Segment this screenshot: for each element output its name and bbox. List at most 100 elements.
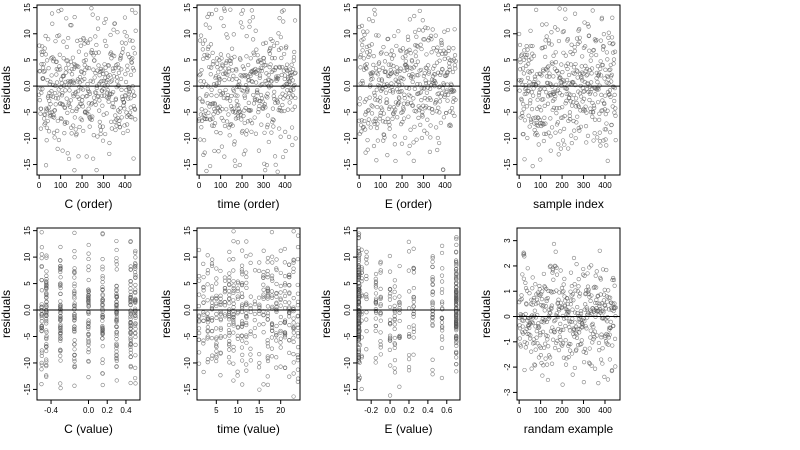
data-point bbox=[44, 255, 49, 260]
y-tick-label: 10 bbox=[503, 29, 512, 38]
data-point bbox=[270, 325, 275, 331]
data-point bbox=[547, 315, 552, 320]
data-point bbox=[532, 127, 537, 133]
data-point bbox=[259, 60, 264, 65]
data-point bbox=[592, 131, 597, 136]
data-point bbox=[373, 328, 378, 333]
data-point bbox=[518, 344, 523, 349]
data-point bbox=[201, 138, 207, 143]
data-point bbox=[268, 62, 273, 67]
data-point bbox=[283, 129, 288, 134]
data-point bbox=[375, 104, 380, 110]
data-point bbox=[523, 280, 528, 286]
data-point bbox=[243, 148, 248, 153]
data-point bbox=[243, 83, 249, 88]
data-point bbox=[103, 16, 108, 22]
data-point bbox=[544, 319, 549, 324]
data-point bbox=[277, 65, 283, 70]
data-point bbox=[540, 373, 545, 378]
data-point bbox=[557, 105, 562, 111]
data-point bbox=[612, 98, 617, 104]
y-axis-label: residuals bbox=[0, 66, 13, 114]
data-point bbox=[593, 273, 598, 278]
data-point bbox=[599, 332, 604, 337]
data-point bbox=[364, 292, 369, 297]
data-point bbox=[128, 330, 133, 336]
data-point bbox=[261, 309, 266, 314]
data-point bbox=[200, 99, 205, 105]
data-point bbox=[437, 140, 442, 146]
data-point bbox=[291, 260, 296, 265]
data-point bbox=[363, 65, 368, 70]
data-point bbox=[91, 133, 96, 138]
data-point bbox=[606, 335, 611, 340]
data-point bbox=[48, 79, 53, 84]
data-point bbox=[430, 27, 435, 32]
data-point bbox=[382, 59, 388, 64]
data-point bbox=[252, 302, 258, 307]
data-point bbox=[372, 12, 378, 17]
data-point bbox=[231, 239, 236, 244]
data-point bbox=[72, 356, 77, 362]
data-point bbox=[128, 354, 133, 359]
data-point bbox=[91, 67, 96, 72]
data-point bbox=[537, 293, 543, 298]
data-point bbox=[373, 276, 378, 282]
data-point bbox=[392, 308, 397, 313]
data-point bbox=[373, 323, 379, 329]
data-point bbox=[204, 168, 209, 174]
data-point bbox=[381, 132, 387, 138]
data-point bbox=[370, 18, 376, 24]
data-point bbox=[398, 66, 403, 71]
data-point bbox=[39, 230, 44, 235]
data-point bbox=[603, 112, 608, 117]
data-point bbox=[70, 108, 75, 114]
data-point bbox=[81, 59, 86, 64]
data-point bbox=[442, 29, 447, 34]
data-point bbox=[274, 281, 279, 287]
data-point bbox=[454, 318, 459, 323]
data-point bbox=[112, 65, 118, 71]
data-point bbox=[122, 106, 127, 111]
data-point bbox=[551, 241, 557, 247]
data-point bbox=[420, 18, 425, 23]
data-point bbox=[86, 333, 91, 338]
data-point bbox=[224, 107, 229, 112]
data-point bbox=[128, 294, 133, 300]
data-point bbox=[81, 71, 87, 76]
data-point bbox=[128, 363, 133, 369]
data-point bbox=[106, 63, 111, 68]
data-point bbox=[98, 128, 103, 133]
data-point bbox=[391, 112, 396, 117]
data-point bbox=[546, 41, 552, 46]
data-point bbox=[94, 42, 99, 48]
data-point bbox=[563, 53, 568, 58]
data-point bbox=[110, 100, 115, 106]
data-point bbox=[378, 259, 383, 264]
data-point bbox=[227, 282, 232, 288]
data-point bbox=[38, 106, 44, 111]
data-point bbox=[597, 117, 602, 122]
data-point bbox=[249, 79, 254, 84]
data-point bbox=[539, 73, 544, 78]
plot-frame bbox=[516, 227, 621, 401]
data-point bbox=[610, 104, 615, 109]
data-point bbox=[295, 244, 301, 250]
data-point bbox=[403, 59, 408, 64]
data-point bbox=[571, 92, 576, 98]
data-point bbox=[359, 355, 364, 360]
data-point bbox=[128, 314, 133, 319]
data-point bbox=[440, 243, 445, 248]
data-point bbox=[118, 106, 123, 111]
data-point bbox=[406, 249, 412, 254]
data-point bbox=[133, 250, 138, 255]
data-point bbox=[533, 282, 538, 287]
data-point bbox=[86, 88, 91, 93]
data-point bbox=[227, 330, 232, 336]
data-point bbox=[209, 336, 214, 341]
data-point bbox=[44, 125, 49, 130]
data-point bbox=[560, 29, 565, 35]
data-point bbox=[55, 128, 60, 133]
data-point bbox=[271, 118, 276, 123]
